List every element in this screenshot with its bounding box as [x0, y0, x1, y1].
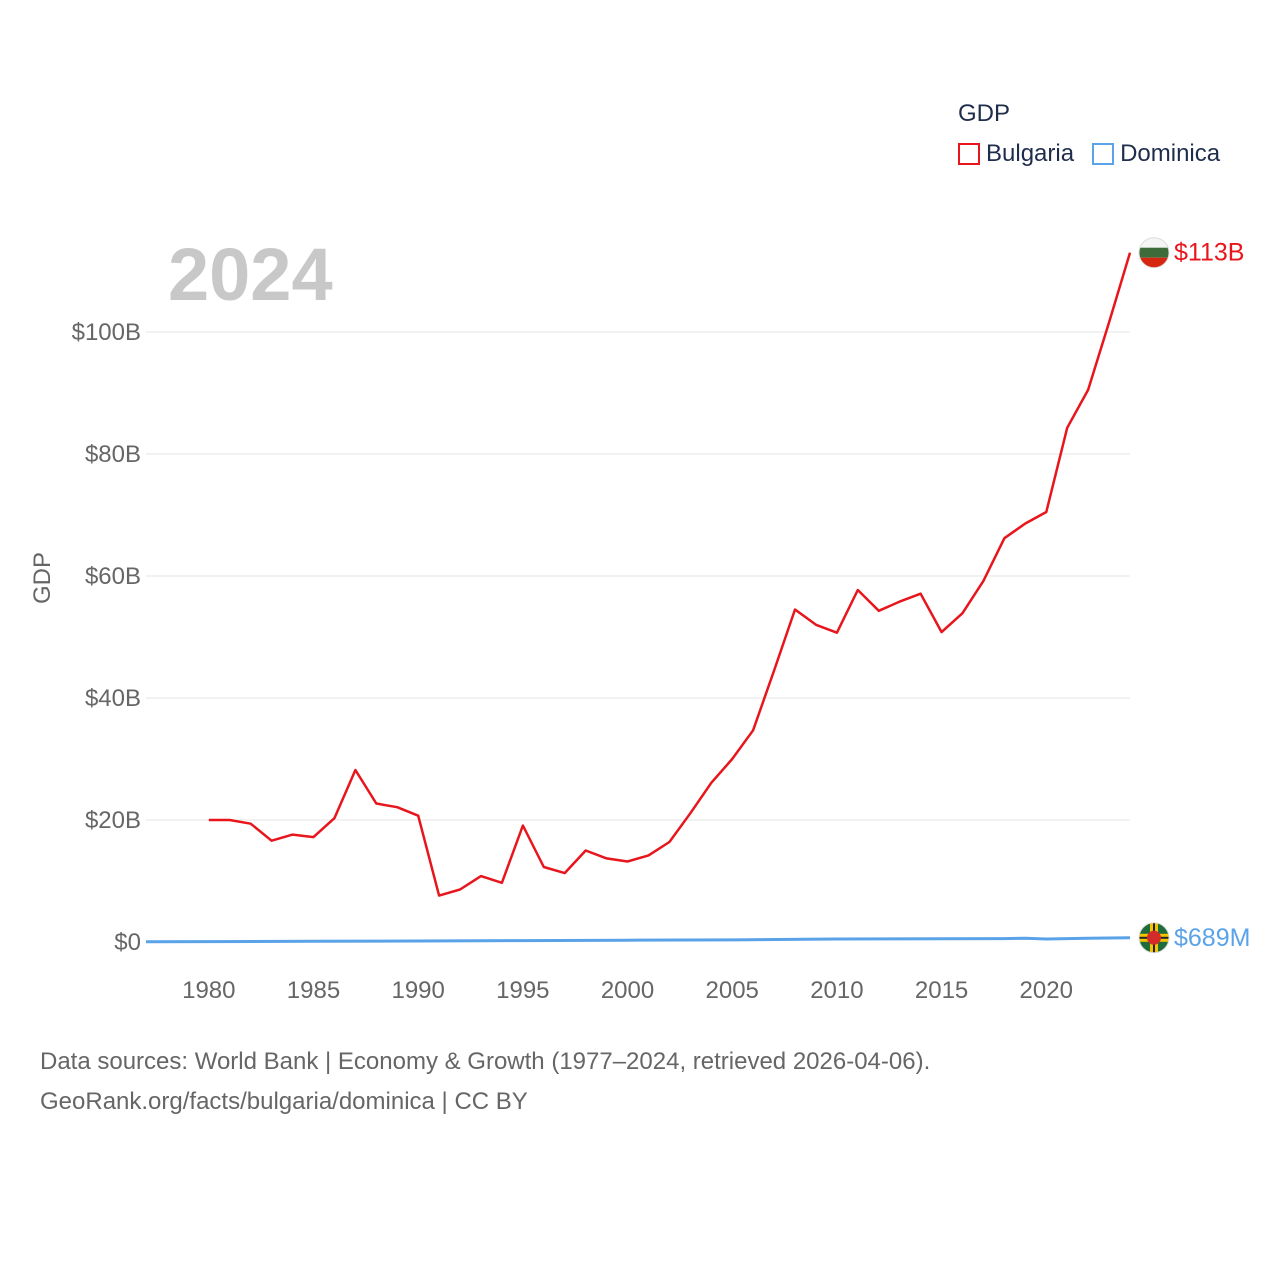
dominica-flag-icon	[1138, 922, 1170, 954]
x-tick-label: 2020	[1020, 977, 1073, 1004]
end-value-label-bulgaria: $113B	[1174, 239, 1244, 267]
end-markers: $113B $689M	[1138, 237, 1250, 954]
legend-label-bulgaria: Bulgaria	[986, 140, 1075, 167]
y-tick-label: $40B	[85, 685, 141, 712]
end-value-label-dominica: $689M	[1174, 924, 1250, 952]
legend-item-dominica[interactable]: Dominica	[1092, 140, 1220, 168]
gridlines	[146, 331, 1130, 821]
y-axis-title: GDP	[29, 552, 56, 604]
year-label: 2024	[168, 233, 333, 316]
legend-title: GDP	[958, 100, 1011, 127]
y-tick-label: $80B	[85, 441, 141, 468]
dominica-swatch-icon	[1092, 143, 1115, 165]
bulgaria-swatch-icon	[958, 143, 980, 165]
axis-labels: $0 $20B $40B $60B $80B $100B 1980 1985 1990 1995 2…	[72, 319, 1073, 1004]
bulgaria-flag-icon	[1138, 237, 1170, 269]
legend-item-bulgaria[interactable]: Bulgaria	[958, 140, 1074, 168]
series-line-bulgaria	[208, 252, 1132, 897]
y-tick-label: $100B	[72, 319, 141, 346]
x-tick-label: 2000	[601, 977, 654, 1004]
series-line-dominica	[145, 936, 1131, 944]
attribution-text: GeoRank.org/facts/bulgaria/dominica | CC…	[40, 1088, 528, 1115]
footer: Data sources: World Bank | Economy & Gro…	[40, 1042, 930, 1122]
x-tick-label: 2015	[915, 977, 968, 1004]
x-tick-label: 2005	[706, 977, 759, 1004]
legend: GDP Bulgaria Dominica	[958, 100, 1220, 168]
x-tick-label: 2010	[810, 977, 863, 1004]
data-sources-text: Data sources: World Bank | Economy & Gro…	[40, 1048, 931, 1075]
x-tick-label: 1980	[182, 977, 235, 1004]
series-lines	[145, 252, 1132, 944]
x-tick-label: 1990	[391, 977, 444, 1004]
x-tick-label: 1985	[287, 977, 340, 1004]
legend-label-dominica: Dominica	[1120, 140, 1221, 167]
y-tick-label: $0	[114, 929, 141, 956]
x-tick-label: 1995	[496, 977, 549, 1004]
y-tick-label: $20B	[85, 807, 141, 834]
y-tick-label: $60B	[85, 563, 141, 590]
